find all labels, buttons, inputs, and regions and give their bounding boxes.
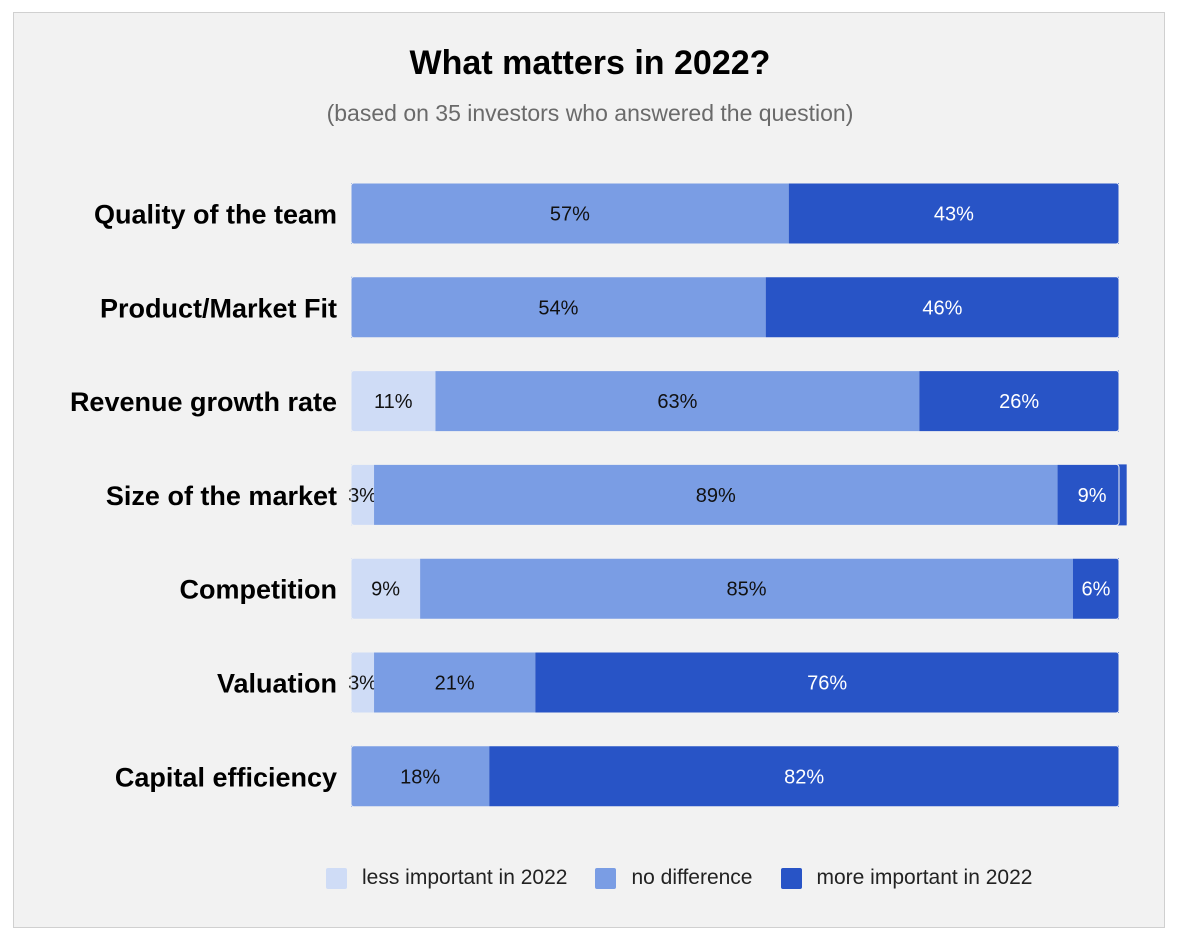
data-label-valuation-no-difference: 21% (435, 673, 475, 695)
bar-valuation-no-difference (374, 652, 536, 713)
category-label-quality-of-the-team: Quality of the team (94, 200, 337, 230)
bar-competition-less-important-in-2022 (351, 558, 421, 620)
category-label-revenue-growth-rate: Revenue growth rate (70, 387, 337, 417)
bar-product-market-fit-no-difference (351, 276, 766, 338)
bar-valuation-more-important-in-2022 (535, 652, 1119, 713)
category-label-capital-efficiency: Capital efficiency (115, 762, 337, 792)
chart-subtitle: (based on 35 investors who answered the … (326, 100, 854, 126)
data-label-revenue-growth-rate-more-important-in-2022: 26% (999, 391, 1039, 413)
bar-outline-valuation (350, 651, 1120, 714)
legend-label: no difference (631, 866, 753, 889)
chart-legend: less important in 2022 no difference more … (326, 866, 1060, 890)
bar-outline-product-market-fit (350, 276, 1120, 339)
bar-competition-no-difference (420, 558, 1073, 620)
legend-swatch (780, 867, 802, 889)
data-label-competition-no-difference: 85% (727, 579, 767, 601)
chart-title: What matters in 2022? (409, 44, 771, 82)
bar-size-of-the-market-more-important-in-2022 (1057, 464, 1127, 526)
bar-valuation-less-important-in-2022 (351, 652, 375, 713)
data-label-capital-efficiency-more-important-in-2022: 82% (784, 766, 824, 788)
bar-size-of-the-market-less-important-in-2022 (351, 464, 375, 526)
bar-outline-revenue-growth-rate (350, 370, 1120, 433)
data-label-product-market-fit-more-important-in-2022: 46% (922, 297, 962, 319)
data-label-competition-more-important-in-2022: 6% (1082, 579, 1111, 601)
category-label-size-of-the-market: Size of the market (106, 481, 337, 511)
bar-revenue-growth-rate-no-difference (435, 370, 920, 432)
data-label-size-of-the-market-less-important-in-2022: 3% (348, 485, 377, 507)
bar-outline-size-of-the-market (350, 463, 1120, 526)
bar-outline-capital-efficiency (350, 745, 1120, 808)
bar-quality-of-the-team-more-important-in-2022 (788, 183, 1119, 244)
data-label-competition-less-important-in-2022: 9% (371, 579, 400, 601)
bar-outline-competition (350, 557, 1120, 620)
legend-item-no-difference: no difference (595, 866, 753, 890)
data-label-quality-of-the-team-no-difference: 57% (550, 204, 590, 226)
bar-product-market-fit-more-important-in-2022 (765, 276, 1119, 338)
bar-revenue-growth-rate-more-important-in-2022 (919, 370, 1119, 432)
legend-label: less important in 2022 (362, 866, 568, 889)
category-label-valuation: Valuation (217, 669, 337, 699)
category-label-competition: Competition (180, 575, 337, 605)
legend-swatch (326, 867, 347, 889)
data-label-revenue-growth-rate-less-important-in-2022: 11% (374, 391, 413, 413)
data-label-size-of-the-market-more-important-in-2022: 9% (1078, 485, 1107, 507)
data-label-product-market-fit-no-difference: 54% (538, 297, 578, 319)
legend-swatch (595, 867, 617, 889)
data-label-valuation-less-important-in-2022: 3% (348, 673, 377, 695)
data-label-valuation-more-important-in-2022: 76% (807, 673, 847, 695)
legend-item-less-important-in-2022: less important in 2022 (326, 866, 567, 890)
bar-competition-more-important-in-2022 (1072, 558, 1119, 620)
legend-label: more important in 2022 (816, 866, 1033, 889)
category-label-product-market-fit: Product/Market Fit (100, 293, 337, 323)
data-label-revenue-growth-rate-no-difference: 63% (657, 391, 697, 413)
data-label-quality-of-the-team-more-important-in-2022: 43% (934, 204, 974, 226)
bar-size-of-the-market-no-difference (374, 464, 1058, 526)
bar-capital-efficiency-no-difference (351, 745, 490, 807)
bar-quality-of-the-team-no-difference (351, 183, 789, 244)
bar-capital-efficiency-more-important-in-2022 (489, 745, 1119, 807)
data-label-size-of-the-market-no-difference: 89% (696, 485, 736, 507)
legend-item-more-important-in-2022: more important in 2022 (780, 866, 1033, 890)
bar-revenue-growth-rate-less-important-in-2022 (351, 370, 436, 432)
bar-outline-quality-of-the-team (350, 182, 1120, 245)
data-label-capital-efficiency-no-difference: 18% (400, 766, 440, 788)
